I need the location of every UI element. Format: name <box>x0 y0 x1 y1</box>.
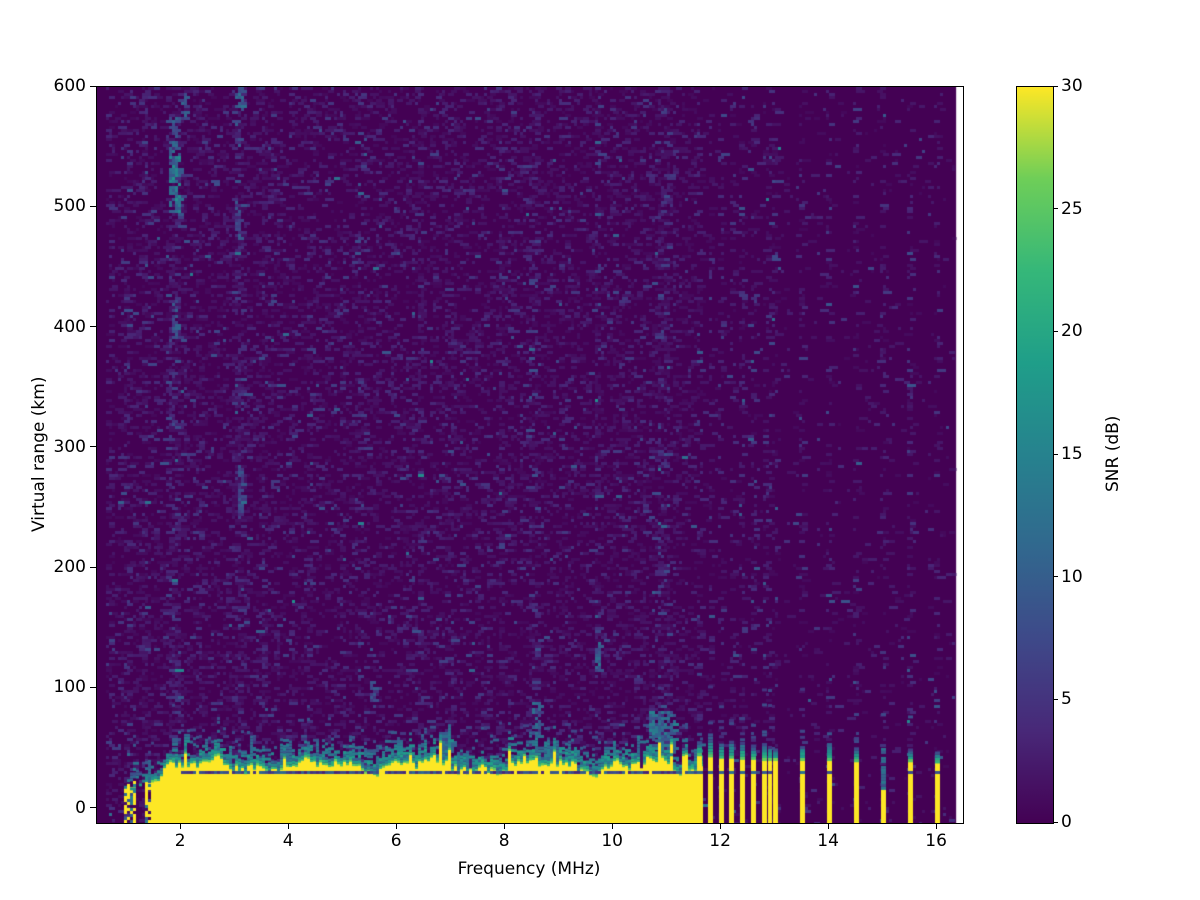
colorbar-tick-label: 10 <box>1061 566 1083 587</box>
colorbar-tick-label: 5 <box>1061 689 1072 710</box>
x-tick-label: 8 <box>498 831 510 851</box>
x-tick-mark <box>719 823 721 829</box>
y-tick-label: 300 <box>53 436 86 457</box>
colorbar-tick-label: 25 <box>1061 198 1083 219</box>
ionogram-heatmap <box>97 87 963 823</box>
colorbar-tick-label: 0 <box>1061 812 1072 832</box>
y-tick-label: 100 <box>53 677 86 698</box>
y-tick-label: 600 <box>53 76 86 96</box>
y-tick-mark <box>90 686 96 688</box>
x-tick-label: 16 <box>925 831 947 851</box>
x-tick-label: 6 <box>390 831 402 851</box>
y-tick-label: 0 <box>75 797 86 818</box>
x-tick-label: 4 <box>282 831 294 851</box>
colorbar-tick-mark <box>1053 821 1058 823</box>
y-tick-mark <box>90 85 96 87</box>
y-tick-mark <box>90 566 96 568</box>
x-tick-label: 2 <box>174 831 186 851</box>
plot-area <box>96 86 964 824</box>
x-tick-mark <box>827 823 829 829</box>
x-tick-label: 14 <box>817 831 839 851</box>
colorbar-tick-mark <box>1053 208 1058 210</box>
colorbar-label: SNR (dB) <box>1103 415 1123 493</box>
colorbar-gradient <box>1017 87 1053 823</box>
y-tick-mark <box>90 326 96 328</box>
y-tick-mark <box>90 807 96 809</box>
x-tick-mark <box>395 823 397 829</box>
colorbar-tick-label: 15 <box>1061 444 1083 464</box>
colorbar-tick-label: 20 <box>1061 321 1083 342</box>
colorbar-tick-mark <box>1053 453 1058 455</box>
x-axis-label: Frequency (MHz) <box>457 859 601 879</box>
x-tick-label: 12 <box>709 831 731 851</box>
y-tick-label: 500 <box>53 196 86 217</box>
x-tick-mark <box>179 823 181 829</box>
colorbar-tick-mark <box>1053 698 1058 700</box>
y-tick-mark <box>90 205 96 207</box>
x-tick-mark <box>611 823 613 829</box>
colorbar-tick-mark <box>1053 85 1058 87</box>
colorbar-tick-label: 30 <box>1061 76 1083 96</box>
colorbar <box>1016 86 1054 824</box>
colorbar-tick-mark <box>1053 330 1058 332</box>
y-axis-label: Virtual range (km) <box>29 376 49 532</box>
x-tick-label: 10 <box>601 831 623 851</box>
x-tick-mark <box>503 823 505 829</box>
x-tick-mark <box>287 823 289 829</box>
y-tick-mark <box>90 446 96 448</box>
x-tick-mark <box>935 823 937 829</box>
y-tick-label: 400 <box>53 316 86 337</box>
y-tick-label: 200 <box>53 557 86 578</box>
colorbar-tick-mark <box>1053 576 1058 578</box>
